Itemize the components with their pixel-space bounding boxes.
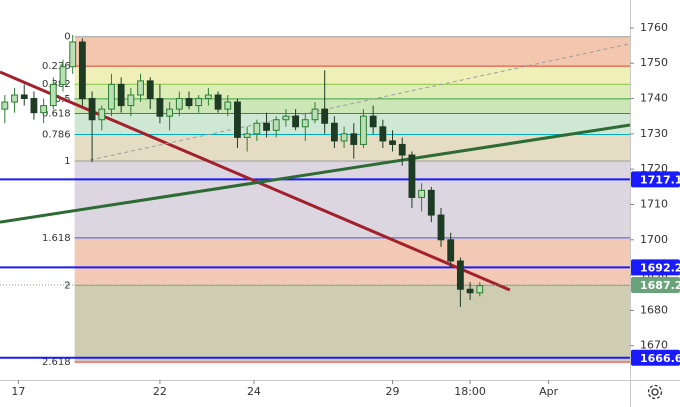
x-tick-label: 18:00 [454,385,486,398]
candle-body [30,98,38,114]
candle-body [389,140,396,145]
candle-body [88,98,96,121]
candle-body [272,119,280,131]
candle-body [175,98,183,110]
candle-body [166,108,174,117]
y-tick-label: 1670 [640,339,668,352]
x-tick-label: 22 [153,385,167,398]
candle-body [408,154,416,198]
fib-band [74,285,631,363]
candle-body [20,94,28,100]
candle-body [321,108,329,124]
candle-body [282,115,290,121]
candle-body [447,239,455,262]
candle-body [360,115,367,145]
candle-body [204,94,212,100]
hline-price-label: 1717.1 [640,173,680,186]
x-tick-label: 24 [247,385,261,398]
hline-price-label-box [631,171,680,188]
candle-body [224,101,232,110]
candle-body [234,101,241,138]
candle-body [456,260,464,290]
candle-body [466,288,474,294]
candle-body [127,94,135,107]
y-tick-label: 1740 [640,92,668,105]
candle-body [379,126,387,142]
fib-label: 1 [64,156,70,167]
trend-line [0,70,511,292]
candle-body [185,98,193,107]
candle-body [108,83,115,110]
candle-body [98,108,106,121]
fib-band [74,237,631,286]
y-tick-label: 1680 [640,303,668,316]
candle-body [263,122,270,131]
fib-band [74,36,631,67]
fib-label: 2 [64,280,70,291]
fib-label: 2.618 [42,357,71,368]
fib-label: 1.618 [42,233,71,244]
candle-body [437,214,445,241]
fib-band [74,113,631,135]
candle-body [418,189,426,198]
trend-line [90,43,631,161]
fib-label: 0.236 [42,61,71,72]
candle-body [59,66,67,85]
last-price-label: 1687.2 [640,279,680,292]
candle-body [69,41,77,68]
candle-body [1,101,9,110]
candle-body [156,98,164,117]
candle-body [398,143,406,156]
trend-line [0,123,631,224]
fib-band [74,98,631,114]
hline-price-label-box [631,349,680,366]
hline-price-label-box [631,259,680,276]
candle-body [40,105,48,114]
x-tick-label: 17 [11,385,25,398]
candle-body [195,98,203,107]
candle-body [11,94,18,103]
candle-body [214,94,222,110]
y-tick-label: 1760 [640,21,668,34]
fib-label: 0 [64,32,70,43]
candle-body [243,133,251,138]
hline-price-label: 1666.6 [640,352,680,365]
candle-body [369,115,377,128]
hline-price-label: 1692.2 [640,261,680,274]
candle-body [117,83,125,107]
candle-body [350,133,358,145]
candle-body [49,83,57,107]
candle-body [340,133,348,142]
candle-body [301,119,309,128]
y-tick-label: 1730 [640,127,668,140]
fib-band [74,161,631,238]
candle-body [476,285,484,294]
candle-body [427,189,435,216]
last-price-label-box [631,277,680,293]
fib-label: 0.786 [42,129,71,140]
candle-body [253,122,261,135]
y-tick-label: 1710 [640,197,668,210]
candle-body [137,80,144,96]
settings-icon[interactable] [647,384,663,400]
fib-label: 0.618 [42,109,71,120]
candle-body [78,41,86,100]
fib-band [74,84,631,99]
y-tick-label: 1750 [640,56,668,69]
y-tick-label: 1700 [640,233,668,246]
x-tick-label: Apr [539,385,559,398]
candle-body [330,122,338,142]
fib-band [74,66,631,85]
candle-body [292,115,300,128]
candle-body [146,80,154,100]
candle-body [311,108,319,121]
x-tick-label: 29 [386,385,400,398]
